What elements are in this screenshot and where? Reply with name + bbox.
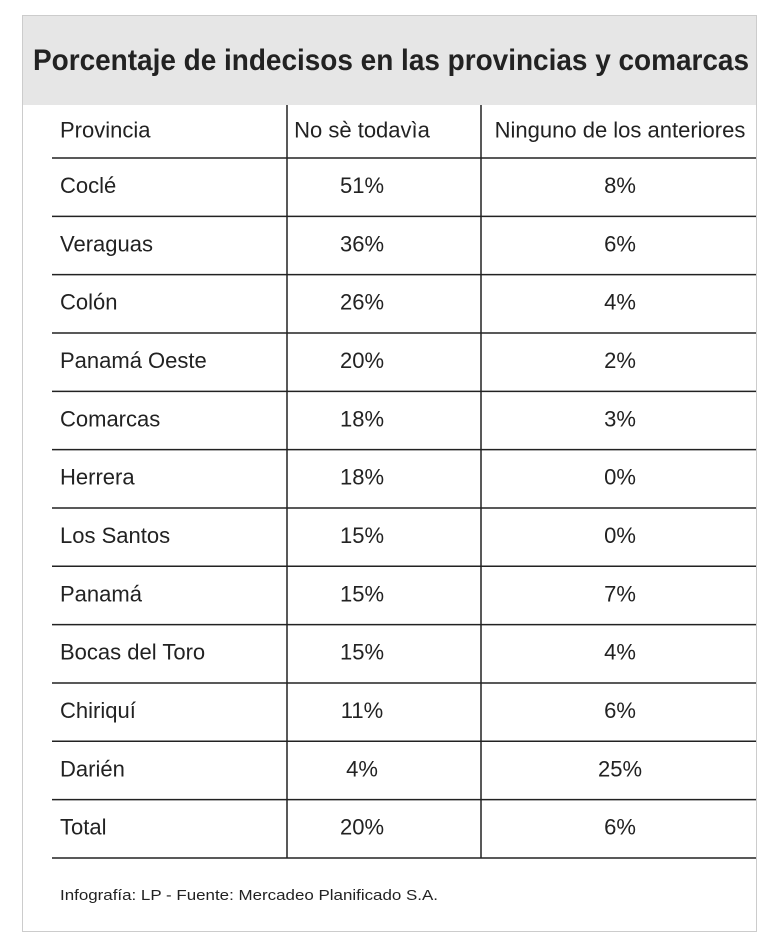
header-cell: No sè todavìa <box>294 117 431 142</box>
title-band <box>23 16 756 105</box>
table-cell: Veraguas <box>60 231 153 256</box>
table-cell: 6% <box>604 815 636 840</box>
table-cell: 4% <box>604 640 636 665</box>
table-cell: 26% <box>340 290 384 315</box>
table-cell: 4% <box>346 756 378 781</box>
title: Porcentaje de indecisos en las provincia… <box>33 44 749 77</box>
table-cell: 18% <box>340 406 384 431</box>
table-cell: 0% <box>604 523 636 548</box>
frame <box>22 15 757 932</box>
table-cell: 2% <box>604 348 636 373</box>
table-cell: Coclé <box>60 173 116 198</box>
table-cell: Colón <box>60 290 117 315</box>
table-cell: Panamá Oeste <box>60 348 207 373</box>
table-cell: 36% <box>340 231 384 256</box>
table-cell: 20% <box>340 348 384 373</box>
header-cell: Ninguno de los anteriores <box>495 117 746 142</box>
table-cell: 15% <box>340 523 384 548</box>
table-cell: Chiriquí <box>60 698 136 723</box>
table-cell: 6% <box>604 698 636 723</box>
table-cell: Los Santos <box>60 523 170 548</box>
table-cell: 11% <box>341 698 383 723</box>
table-cell: 7% <box>604 581 636 606</box>
table-cell: Comarcas <box>60 406 160 431</box>
table-cell: 0% <box>604 465 636 490</box>
table-cell: Total <box>60 815 106 840</box>
table-cell: 20% <box>340 815 384 840</box>
footer: Infografía: LP - Fuente: Mercadeo Planif… <box>60 887 438 904</box>
table-cell: Darién <box>60 756 125 781</box>
table-cell: 25% <box>598 756 642 781</box>
table-cell: Panamá <box>60 581 143 606</box>
table-cell: 15% <box>340 581 384 606</box>
table-cell: 15% <box>340 640 384 665</box>
table-cell: 3% <box>604 406 636 431</box>
table-cell: Herrera <box>60 465 135 490</box>
header-cell: Provincia <box>60 117 151 142</box>
table-cell: 6% <box>604 231 636 256</box>
table-cell: 18% <box>340 465 384 490</box>
table-cell: 51% <box>340 173 384 198</box>
table-cell: 4% <box>604 290 636 315</box>
table-cell: 8% <box>604 173 636 198</box>
table-cell: Bocas del Toro <box>60 640 205 665</box>
